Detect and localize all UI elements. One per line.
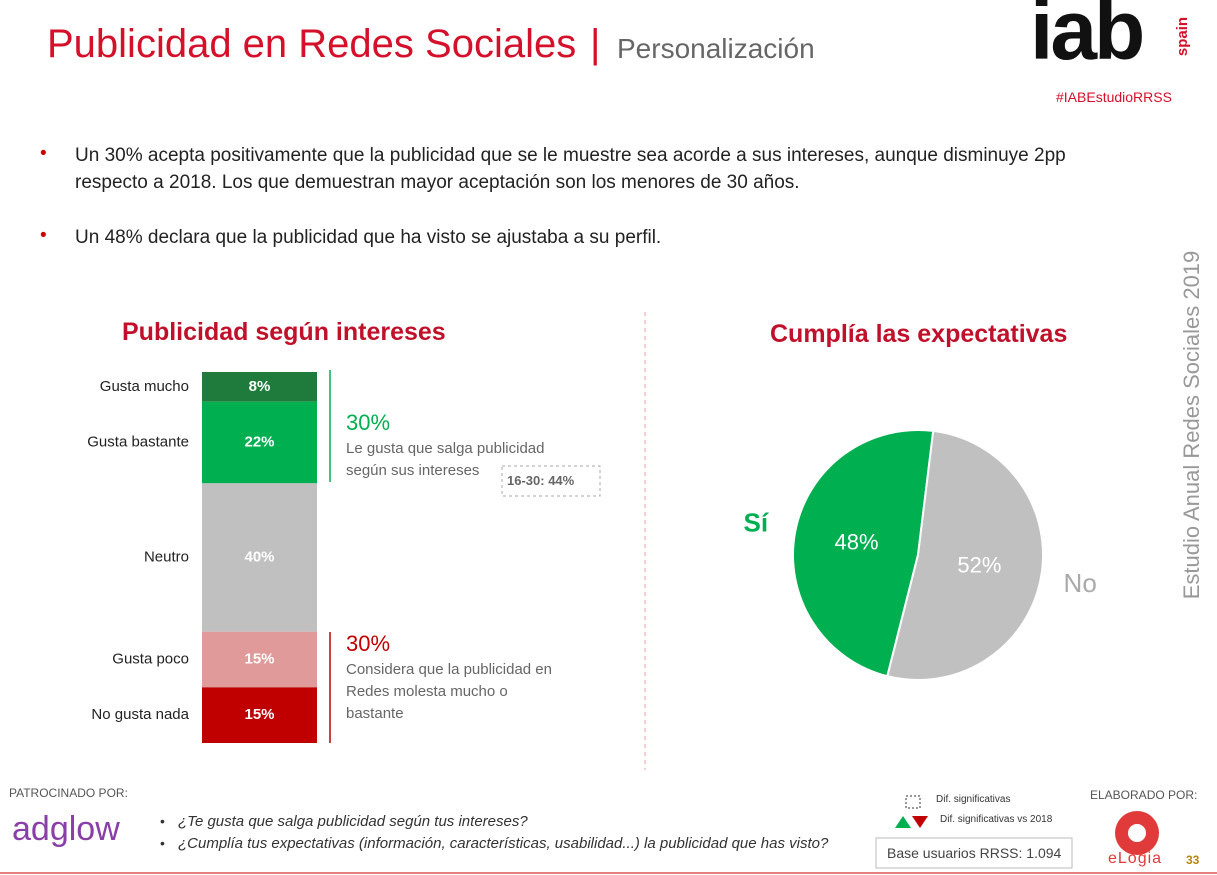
base-box (875, 837, 1073, 869)
logo-sub: spain (1174, 16, 1192, 57)
question: ¿Te gusta que salga publicidad según tus… (178, 813, 528, 830)
bullet-dot: • (40, 225, 47, 246)
hashtag: #IABEstudioRRSS (1056, 89, 1172, 105)
category-label: Gusta bastante (87, 433, 189, 450)
bullet-dot: • (160, 835, 165, 851)
pie-slice (886, 429, 1044, 681)
sponsor-label: PATROCINADO POR: (9, 786, 128, 800)
annotation-value: 30% (346, 410, 391, 435)
legend-icon (912, 816, 928, 828)
chart-title: Cumplía las expectativas (770, 320, 1068, 348)
annotation-text: Considera que la publicidad en Redes mol… (346, 661, 552, 722)
legend-text: Dif. significativas (936, 794, 1011, 805)
elogia-icon (1128, 824, 1146, 842)
value-label: 15% (244, 706, 274, 723)
pie-slice (792, 429, 935, 678)
made-by-label: ELABORADO POR: (1090, 788, 1198, 802)
made-by: eLogia (1108, 850, 1163, 867)
value-label: 22% (244, 433, 274, 450)
bullet: Un 48% declara que la publicidad que ha … (75, 227, 662, 248)
bar-segment (202, 687, 317, 743)
annotation-note: 16-30: 44% (507, 473, 575, 488)
page-number: 33 (1186, 853, 1200, 867)
bullet-dot: • (160, 813, 165, 829)
chart-title: Publicidad según intereses (122, 318, 446, 346)
note-box (501, 465, 601, 497)
category-label: Neutro (144, 548, 189, 565)
annotation-value: 30% (346, 631, 391, 656)
category-label: No gusta nada (91, 706, 189, 723)
sponsor: adglow (12, 810, 120, 848)
question: ¿Cumplía tus expectativas (información, … (178, 835, 829, 852)
annotation-text: Le gusta que salga publicidad según sus … (346, 440, 545, 479)
legend-text: Dif. significativas vs 2018 (940, 814, 1053, 825)
category-label: Gusta mucho (100, 378, 189, 395)
bullet: Un 30% acepta positivamente que la publi… (75, 145, 1066, 193)
value-label: 52% (957, 552, 1001, 577)
legend-icon (905, 795, 921, 809)
value-label: 40% (244, 548, 274, 565)
category-label: Gusta poco (112, 650, 189, 667)
bar-segment (202, 401, 317, 484)
value-label: 15% (244, 650, 274, 667)
separator: | (590, 22, 601, 66)
value-label: 8% (249, 378, 271, 395)
bar-segment (202, 631, 317, 688)
category-label: No (1064, 568, 1097, 598)
logo: iab (1030, 0, 1145, 77)
base: Base usuarios RRSS: 1.094 (887, 845, 1062, 861)
category-label: Sí (744, 508, 769, 538)
value-label: 48% (835, 529, 879, 554)
bullet-dot: • (40, 143, 47, 164)
subtitle: Personalización (617, 33, 815, 64)
side-text: Estudio Anual Redes Sociales 2019 (1179, 251, 1204, 600)
bar-segment (202, 483, 317, 632)
title: Publicidad en Redes Sociales (47, 22, 577, 66)
bar-segment (202, 372, 317, 402)
legend-icon (895, 816, 911, 828)
